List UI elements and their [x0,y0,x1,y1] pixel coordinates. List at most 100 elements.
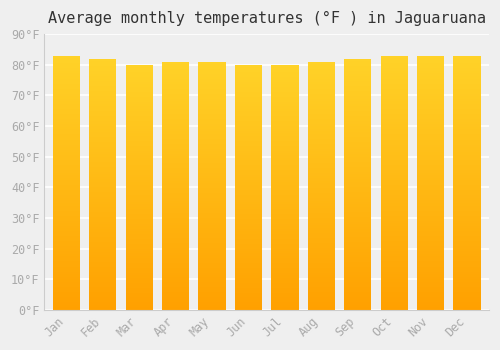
Bar [380,81,408,84]
Bar [344,302,372,305]
Bar [162,275,190,278]
Bar [235,290,262,293]
Bar [271,293,298,295]
Bar [126,231,153,234]
Bar [380,91,408,94]
Bar [380,78,408,81]
Bar [235,160,262,163]
Bar [235,185,262,187]
Bar [271,187,298,190]
Bar [235,199,262,202]
Bar [271,65,298,67]
Bar [308,275,335,278]
Bar [235,67,262,70]
Bar [162,280,190,282]
Bar [235,234,262,236]
Bar [162,94,190,97]
Bar [198,191,226,193]
Bar [235,114,262,116]
Bar [52,251,80,254]
Bar [198,94,226,97]
Bar [271,283,298,285]
Bar [52,124,80,127]
Bar [454,221,480,223]
Bar [162,307,190,310]
Bar [454,229,480,231]
Bar [235,109,262,111]
Bar [235,150,262,153]
Bar [89,76,117,79]
Bar [126,141,153,143]
Bar [380,274,408,277]
Bar [417,249,444,251]
Bar [308,216,335,218]
Bar [380,193,408,195]
Bar [308,295,335,297]
Bar [417,102,444,104]
Bar [454,223,480,226]
Bar [235,195,262,197]
Bar [126,202,153,204]
Bar [235,275,262,278]
Bar [380,261,408,264]
Bar [308,258,335,260]
Bar [235,261,262,263]
Bar [162,211,190,213]
Bar [235,158,262,160]
Bar [454,142,480,145]
Bar [198,97,226,99]
Bar [380,216,408,218]
Bar [344,214,372,217]
Bar [417,175,444,177]
Bar [126,271,153,273]
Bar [271,131,298,133]
Bar [271,271,298,273]
Bar [417,56,444,310]
Bar [235,177,262,180]
Bar [271,295,298,298]
Bar [344,156,372,159]
Bar [271,268,298,271]
Bar [89,234,117,237]
Bar [162,225,190,228]
Bar [454,279,480,282]
Bar [235,65,262,67]
Bar [52,145,80,147]
Bar [308,86,335,89]
Bar [271,158,298,160]
Bar [198,208,226,211]
Bar [380,58,408,61]
Bar [417,106,444,109]
Bar [380,289,408,292]
Bar [126,305,153,307]
Bar [89,270,117,272]
Bar [126,116,153,119]
Bar [417,246,444,249]
Bar [344,159,372,162]
Bar [380,251,408,254]
Bar [162,166,190,168]
Bar [271,222,298,224]
Bar [454,269,480,272]
Bar [198,92,226,94]
Bar [126,253,153,256]
Bar [126,138,153,141]
Bar [126,175,153,177]
Bar [271,246,298,248]
Bar [126,82,153,84]
Bar [417,145,444,147]
Bar [417,173,444,175]
Bar [235,111,262,114]
Bar [235,283,262,285]
Bar [344,272,372,275]
Bar [454,71,480,74]
Bar [271,153,298,155]
Bar [344,147,372,149]
Bar [162,262,190,265]
Bar [271,72,298,75]
Bar [89,212,117,214]
Bar [89,295,117,297]
Bar [235,84,262,87]
Bar [162,104,190,106]
Bar [198,280,226,282]
